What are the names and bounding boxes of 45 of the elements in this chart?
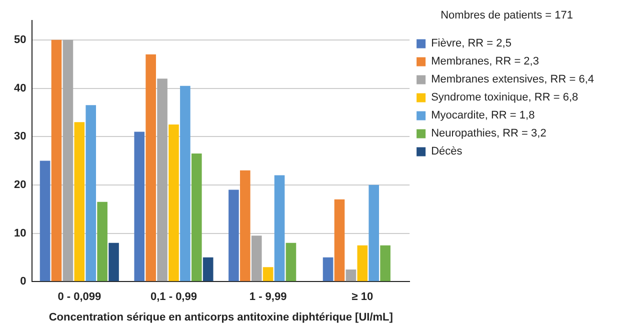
bar bbox=[274, 175, 285, 282]
bar bbox=[146, 54, 156, 282]
x-tick-label: ≥ 10 bbox=[352, 291, 374, 304]
bar bbox=[240, 170, 250, 282]
bar bbox=[86, 105, 96, 282]
y-tick-label: 20 bbox=[14, 178, 26, 191]
bar bbox=[346, 270, 356, 282]
y-tick-label: 30 bbox=[14, 130, 26, 143]
bar bbox=[74, 122, 85, 282]
legend-label: Neuropathies, RR = 3,2 bbox=[431, 128, 546, 140]
bar bbox=[134, 132, 145, 282]
bar bbox=[97, 202, 108, 282]
bar bbox=[191, 154, 202, 282]
y-tick-label: 0 bbox=[20, 276, 26, 288]
bar bbox=[357, 245, 368, 282]
bar bbox=[157, 78, 168, 282]
x-tick-label: 0 - 0,099 bbox=[58, 291, 102, 304]
bar bbox=[108, 242, 119, 282]
legend-label: Décès bbox=[431, 146, 463, 158]
legend-label: Fièvre, RR = 2,5 bbox=[431, 38, 512, 50]
bar bbox=[62, 40, 74, 282]
bar bbox=[334, 199, 345, 282]
legend-label: Myocardite, RR = 1,8 bbox=[431, 110, 535, 122]
bar bbox=[180, 86, 190, 282]
bar bbox=[51, 40, 62, 282]
x-tick-label: 0,1 - 0,99 bbox=[150, 291, 197, 304]
y-tick-label: 40 bbox=[14, 82, 26, 94]
legend-label: Syndrome toxinique, RR = 6,8 bbox=[431, 92, 578, 104]
bar bbox=[40, 160, 50, 282]
bar bbox=[322, 257, 334, 282]
bar bbox=[251, 236, 262, 282]
bar bbox=[202, 257, 214, 282]
bar bbox=[262, 267, 274, 282]
legend-label: Membranes extensives, RR = 6,4 bbox=[431, 74, 594, 86]
bar bbox=[380, 245, 390, 282]
legend-title: Nombres de patients = 171 bbox=[440, 10, 573, 22]
bar bbox=[228, 190, 239, 282]
legend-label: Membranes, RR = 2,3 bbox=[431, 56, 539, 68]
bar bbox=[368, 184, 380, 282]
y-tick-label: 50 bbox=[14, 34, 26, 46]
x-axis-title: Concentration sérique en anticorps antitoxine diphtérique [UI/mL] bbox=[48, 311, 394, 324]
bar bbox=[286, 242, 296, 282]
y-tick-label: 10 bbox=[14, 227, 26, 240]
bar bbox=[168, 124, 179, 282]
x-tick-label: 1 - 9,99 bbox=[249, 291, 287, 304]
